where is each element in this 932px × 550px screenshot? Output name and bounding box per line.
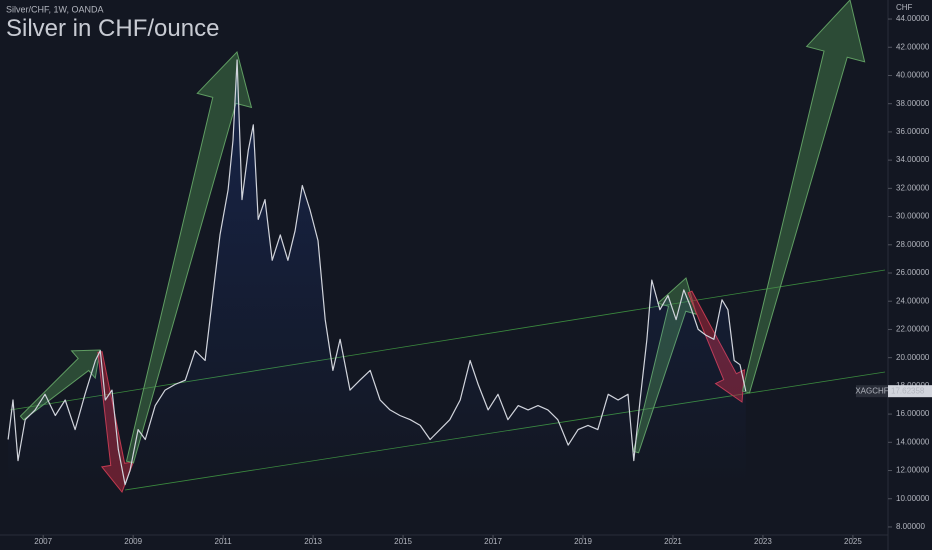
arrow (741, 0, 866, 394)
y-tick-label: 42.00000 (896, 42, 930, 51)
y-tick-label: 26.00000 (896, 268, 930, 277)
y-tick-label: 22.00000 (896, 325, 930, 334)
plot (7, 59, 747, 486)
chart-header: Silver/CHF, 1W, OANDA (6, 4, 104, 14)
price-tag-symbol-box (856, 385, 888, 398)
y-tick-label: 34.00000 (896, 155, 930, 164)
y-tick-label: 38.00000 (896, 99, 930, 108)
x-tick-label: 2009 (124, 537, 142, 546)
x-tick-label: 2015 (394, 537, 412, 546)
x-tick-label: 2007 (34, 537, 52, 546)
y-tick-label: 28.00000 (896, 240, 930, 249)
area (8, 60, 746, 485)
x-tick-label: 2023 (754, 537, 772, 546)
line (7, 59, 747, 486)
x-tick-label: 2013 (304, 537, 322, 546)
y-tick-label: 20.00000 (896, 353, 930, 362)
y-tick-label: 16.00000 (896, 409, 930, 418)
trend-line (9, 269, 886, 411)
y-tick-label: 8.00000 (896, 522, 925, 531)
price-tag-symbol: XAGCHF (855, 386, 888, 395)
y-unit: CHF (896, 3, 913, 12)
y-tick-label: 14.00000 (896, 437, 930, 446)
y-tick-label: 36.00000 (896, 127, 930, 136)
x-tick-label: 2025 (844, 537, 862, 546)
price-tag-value: 17.62358 (891, 386, 925, 395)
y-tick-label: 44.00000 (896, 14, 930, 23)
y-tick-label: 40.00000 (896, 71, 930, 80)
chart-title: Silver in CHF/ounce (6, 15, 219, 42)
y-tick-label: 24.00000 (896, 296, 930, 305)
y-tick-label: 32.00000 (896, 183, 930, 192)
y-tick-label: 30.00000 (896, 212, 930, 221)
price-tag-box (888, 385, 932, 398)
x-tick-label: 2017 (484, 537, 502, 546)
y-tick-label: 10.00000 (896, 494, 930, 503)
y-tick-label: 12.00000 (896, 466, 930, 475)
x-tick-label: 2011 (215, 537, 233, 546)
x-tick-label: 2019 (574, 537, 592, 546)
x-tick-label: 2021 (664, 537, 682, 546)
